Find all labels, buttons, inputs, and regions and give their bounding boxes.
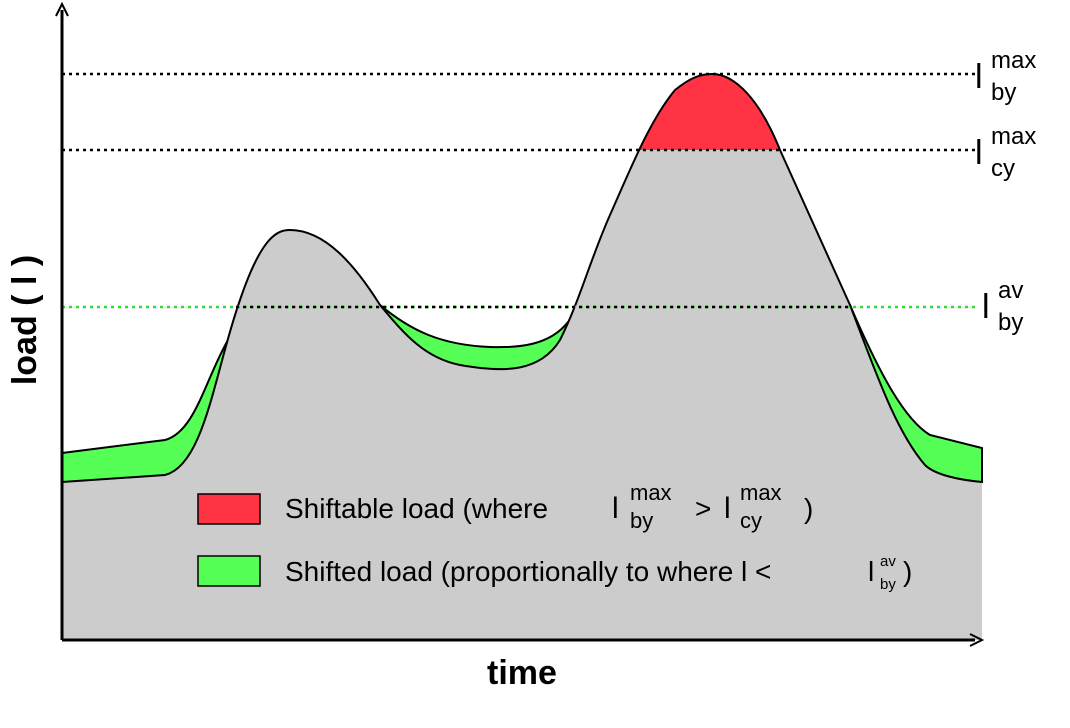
x-axis-title: time: [487, 654, 557, 692]
by-max-label-base: l: [975, 58, 983, 96]
legend-shiftable-op: >: [695, 493, 711, 524]
by-av-label-sup: av: [998, 277, 1023, 304]
legend-shiftable-text: Shiftable load (where: [285, 493, 548, 524]
cy-max-label-sup: max: [991, 123, 1036, 150]
legend-shifted-text: Shifted load (proportionally to where l …: [285, 556, 771, 587]
base-load-area: [62, 74, 982, 640]
load-curve-left-flat: [61, 474, 166, 483]
y-axis-title: load ( l ): [6, 255, 44, 385]
by-max-label: l max by: [975, 47, 1036, 106]
legend-shifted-term-base: l: [868, 556, 874, 587]
legend-shiftable-term1-sub: by: [630, 508, 653, 533]
by-av-label: l av by: [982, 277, 1023, 336]
legend-shiftable-term2-base: l: [724, 492, 731, 525]
legend-shiftable-swatch: [197, 493, 261, 525]
by-max-label-sup: max: [991, 47, 1036, 74]
y-axis-arrow: [55, 1, 69, 17]
cy-max-label: l max cy: [975, 123, 1036, 182]
cy-max-label-sub: cy: [991, 155, 1015, 182]
by-max-label-sub: by: [991, 79, 1016, 106]
by-av-label-base: l: [982, 288, 990, 326]
cy-max-label-base: l: [975, 134, 983, 172]
legend: Shiftable load (where l max by > l max c…: [197, 480, 912, 593]
legend-shiftable-term2-sub: cy: [740, 508, 762, 533]
legend-shiftable-term1-sup: max: [630, 480, 672, 505]
x-axis-arrow: [969, 633, 985, 647]
legend-shifted-term-sub: by: [880, 576, 896, 593]
legend-shifted-swatch: [197, 555, 261, 587]
by-av-label-sub: by: [998, 309, 1023, 336]
legend-shiftable-term1-base: l: [612, 492, 619, 525]
legend-shifted-term-sup: av: [880, 553, 896, 570]
legend-shiftable-close: ): [804, 493, 813, 524]
load-curve: [164, 72, 983, 483]
legend-shifted-close: ): [903, 556, 912, 587]
legend-shiftable-term2-sup: max: [740, 480, 782, 505]
shiftable-load-area: [639, 74, 780, 150]
